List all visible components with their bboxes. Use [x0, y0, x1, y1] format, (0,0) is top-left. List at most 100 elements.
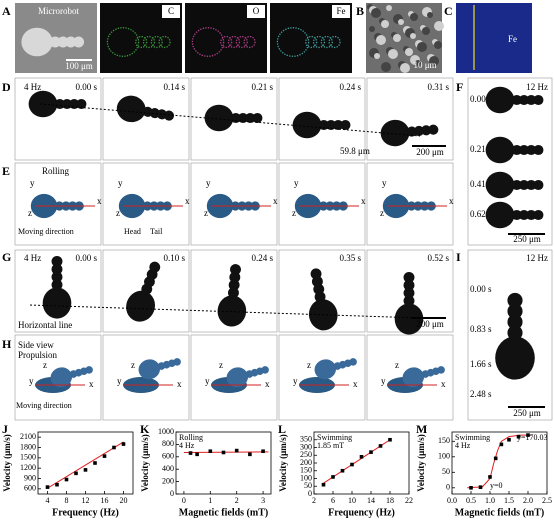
axis-letter: y [205, 376, 210, 386]
data-point [261, 449, 265, 454]
robot-head [226, 367, 249, 388]
microrobot [226, 366, 269, 388]
data-point [112, 445, 116, 450]
robot-tail [518, 94, 530, 106]
data-point [74, 471, 78, 476]
y-tick-label: 150 [300, 466, 312, 475]
particle [422, 27, 430, 35]
robot-tail [511, 94, 522, 106]
microrobot [138, 358, 181, 380]
thickness-label: 59.8 μm [340, 146, 370, 156]
axis-letter: z [131, 360, 135, 370]
robot-tail [85, 366, 93, 374]
time-label: 0.35 s [339, 253, 361, 263]
robot-tail [320, 35, 333, 49]
particle [429, 56, 439, 66]
robot-tail [526, 209, 537, 221]
axis-letter: z [380, 208, 384, 218]
robot-tail [333, 119, 344, 131]
time-label: 0.00 s [470, 94, 492, 104]
time-label: 0.00 s [470, 284, 492, 294]
axis-letter: z [43, 360, 47, 370]
panel-letter: K [140, 422, 150, 436]
robot-tail [163, 110, 175, 121]
fit-line [467, 434, 532, 489]
panel-letter: M [416, 422, 427, 436]
microrobot [485, 171, 544, 199]
data-point [321, 482, 326, 487]
robot-tail [76, 98, 87, 110]
robot-tail [243, 35, 256, 49]
robot-tail [437, 366, 445, 374]
video-frame [14, 77, 102, 161]
robot-tail [69, 98, 80, 110]
particle [371, 8, 381, 18]
particle [398, 19, 404, 25]
panel-letter: L [278, 422, 286, 436]
particle [405, 48, 413, 56]
data-point [469, 486, 473, 490]
y-tick-label: 300 [300, 442, 312, 451]
axis-letter: x [449, 196, 454, 206]
frequency-label: 12 Hz [526, 82, 548, 92]
robot-tail [312, 35, 326, 49]
robot-tail [220, 35, 233, 49]
robot-tail [54, 98, 65, 110]
axis-letter: x [185, 196, 190, 206]
note-label: Horizontal line [18, 320, 72, 330]
data-point [369, 450, 373, 454]
robot-head [485, 136, 515, 164]
robot-head [314, 359, 337, 380]
time-label: 0.14 s [163, 82, 185, 92]
axis-letter: y [117, 376, 122, 386]
microrobot [126, 261, 161, 322]
y-axis-label: Velocity (μm/s) [416, 434, 426, 492]
robot-tail [328, 35, 341, 49]
robot-tail [318, 119, 329, 131]
particle [417, 42, 427, 52]
x-axis-label: Frequency (Hz) [328, 507, 395, 518]
panel-letter: G [2, 250, 11, 264]
y-tick-label: 250 [300, 450, 312, 459]
time-label: 0.83 s [470, 324, 492, 334]
time-label: 0.41 s [470, 179, 492, 189]
scale-label: 100 μm [65, 61, 93, 71]
x-tick-label: 12 [82, 496, 90, 505]
y-tick-label: 900 [24, 473, 36, 482]
panel-letter: J [2, 422, 8, 436]
robot-tail [507, 303, 523, 319]
y-tick-label: 2100 [20, 432, 36, 441]
data-point [64, 477, 69, 482]
y-tick-label: 1200 [20, 463, 36, 472]
x-tick-label: 10 [348, 496, 356, 505]
x-axis-label: Magnetic fields (mT) [179, 507, 268, 518]
frequency-label: 4 Hz [24, 82, 41, 92]
robot-tail [150, 35, 163, 49]
particle [386, 5, 392, 11]
robot-head [217, 295, 247, 327]
annotation: 4 Hz [455, 441, 471, 450]
data-point [507, 437, 511, 442]
robot-head [485, 86, 515, 114]
data-point [340, 468, 345, 473]
axis-letter: x [177, 379, 182, 389]
x-tick-label: 0.0 [447, 496, 457, 505]
data-point [378, 444, 383, 448]
y-tick-label: 100 [300, 473, 312, 482]
time-label: 0.00 s [75, 253, 97, 263]
microrobot [42, 255, 72, 319]
panel-letter: B [356, 4, 364, 18]
data-point [493, 456, 498, 461]
annotation: Rolling [179, 433, 203, 442]
x-tick-label: 1 [208, 496, 212, 505]
microrobot [485, 136, 544, 164]
mode-label: Rolling [42, 166, 70, 176]
particle [427, 12, 433, 18]
robot-tail [507, 292, 523, 308]
image-label: Microrobot [38, 6, 79, 16]
robot-head [42, 287, 72, 319]
robot-tail [403, 279, 415, 291]
robot-head [485, 171, 515, 199]
microrobot [495, 292, 535, 380]
y-tick-label: 0 [170, 489, 174, 498]
